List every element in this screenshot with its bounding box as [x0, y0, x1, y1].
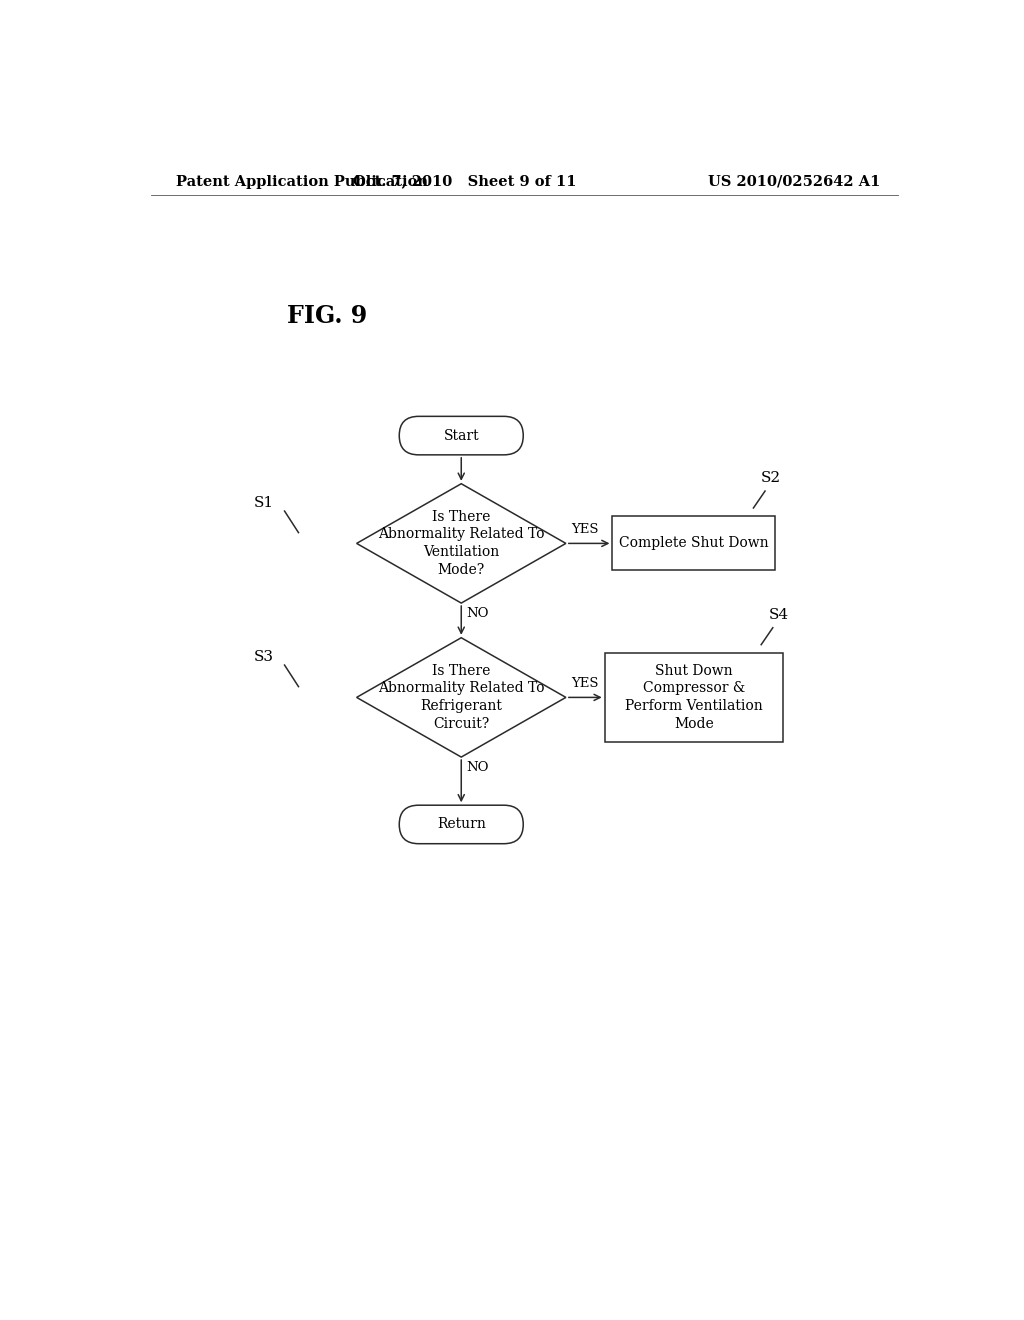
Text: YES: YES: [571, 523, 599, 536]
Text: S4: S4: [769, 607, 790, 622]
Text: Complete Shut Down: Complete Shut Down: [618, 536, 769, 550]
Text: S2: S2: [761, 471, 781, 484]
Polygon shape: [356, 483, 566, 603]
Text: Is There
Abnormality Related To
Ventilation
Mode?: Is There Abnormality Related To Ventilat…: [378, 510, 545, 577]
Text: Start: Start: [443, 429, 479, 442]
Text: Patent Application Publication: Patent Application Publication: [176, 174, 428, 189]
Text: Is There
Abnormality Related To
Refrigerant
Circuit?: Is There Abnormality Related To Refriger…: [378, 664, 545, 731]
Bar: [604, 653, 783, 742]
Text: FIG. 9: FIG. 9: [287, 304, 368, 329]
Text: Shut Down
Compressor &
Perform Ventilation
Mode: Shut Down Compressor & Perform Ventilati…: [625, 664, 763, 731]
Text: S3: S3: [254, 651, 273, 664]
Text: US 2010/0252642 A1: US 2010/0252642 A1: [709, 174, 881, 189]
Text: YES: YES: [571, 677, 599, 689]
FancyBboxPatch shape: [399, 805, 523, 843]
Text: NO: NO: [466, 760, 488, 774]
Text: Return: Return: [437, 817, 485, 832]
FancyBboxPatch shape: [399, 416, 523, 455]
Bar: [612, 516, 775, 570]
Polygon shape: [356, 638, 566, 758]
Text: Oct. 7, 2010   Sheet 9 of 11: Oct. 7, 2010 Sheet 9 of 11: [353, 174, 577, 189]
Text: NO: NO: [466, 607, 488, 620]
Text: S1: S1: [254, 496, 273, 511]
